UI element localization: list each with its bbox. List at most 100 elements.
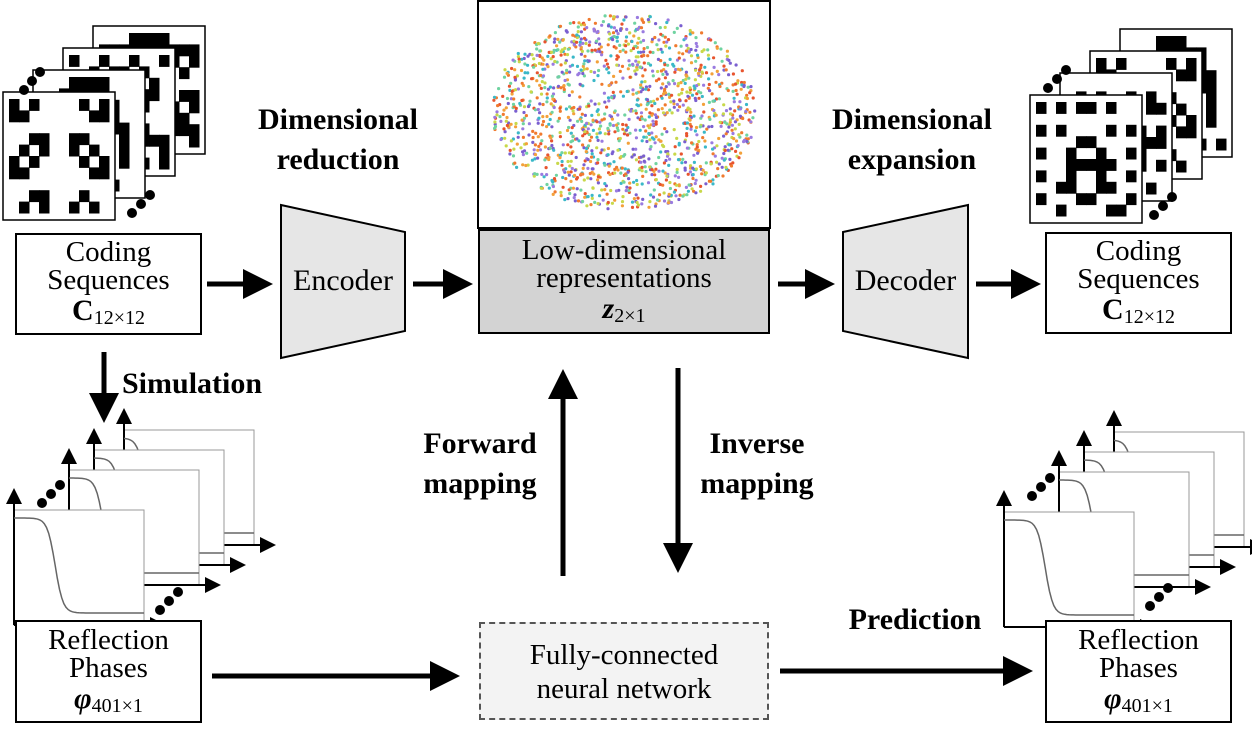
scatter-point	[606, 200, 610, 205]
scatter-point	[660, 50, 664, 54]
scatter-point	[672, 105, 676, 109]
scatter-point	[561, 175, 565, 180]
ellipsis-dot-icon	[1163, 583, 1173, 593]
phase-curve-panel	[996, 490, 1156, 635]
scatter-point	[496, 104, 500, 108]
scatter-point	[536, 135, 540, 139]
scatter-point	[636, 27, 640, 31]
scatter-point	[596, 202, 600, 206]
scatter-point	[646, 181, 651, 185]
scatter-point	[696, 71, 701, 76]
scatter-point	[707, 57, 711, 61]
scatter-point	[647, 157, 651, 161]
scatter-point	[538, 148, 543, 152]
scatter-point	[639, 160, 643, 164]
scatter-point	[730, 128, 734, 132]
scatter-point	[545, 92, 549, 96]
scatter-point	[553, 190, 557, 194]
scatter-point	[580, 112, 584, 116]
scatter-point	[565, 30, 569, 34]
scatter-point	[516, 51, 520, 56]
scatter-point	[695, 44, 699, 49]
scatter-point	[608, 14, 613, 18]
scatter-point	[539, 186, 543, 190]
fully-connected-network-box: Fully-connected neural network	[479, 622, 769, 720]
scatter-point	[644, 135, 649, 139]
scatter-point	[549, 136, 553, 140]
scatter-point	[667, 192, 671, 196]
scatter-point	[611, 90, 615, 94]
scatter-point	[522, 56, 526, 61]
scatter-point	[721, 112, 726, 116]
scatter-point	[551, 184, 556, 189]
scatter-point	[732, 137, 736, 141]
scatter-point	[684, 70, 689, 74]
scatter-point	[592, 70, 597, 74]
scatter-point	[635, 98, 640, 102]
scatter-point	[561, 143, 565, 147]
scatter-point	[662, 199, 667, 203]
scatter-point	[508, 152, 512, 156]
scatter-point	[612, 160, 616, 164]
scatter-point	[668, 180, 672, 185]
scatter-point	[513, 68, 517, 72]
scatter-point	[707, 125, 711, 129]
scatter-point	[643, 80, 647, 84]
scatter-point	[642, 53, 646, 58]
scatter-point	[634, 128, 638, 132]
scatter-point	[546, 65, 550, 69]
scatter-point	[552, 105, 556, 110]
scatter-point	[513, 75, 517, 79]
scatter-point	[598, 50, 602, 54]
scatter-point	[677, 56, 681, 60]
scatter-point	[627, 59, 631, 63]
scatter-point	[626, 67, 630, 71]
scatter-point	[571, 33, 575, 37]
scatter-point	[589, 177, 593, 181]
scatter-point	[509, 139, 513, 143]
scatter-point	[513, 161, 517, 165]
scatter-point	[684, 99, 688, 103]
scatter-point	[582, 178, 586, 182]
scatter-point	[708, 117, 712, 121]
scatter-point	[665, 40, 669, 44]
scatter-point	[518, 101, 522, 106]
scatter-point	[618, 69, 622, 73]
scatter-point	[612, 34, 616, 39]
scatter-point	[751, 116, 755, 120]
scatter-point	[591, 167, 595, 171]
scatter-point	[595, 146, 599, 150]
scatter-point	[628, 186, 632, 190]
scatter-point	[710, 92, 714, 96]
scatter-point	[622, 132, 627, 136]
scatter-point	[689, 110, 693, 114]
scatter-point	[612, 26, 617, 30]
scatter-point	[509, 122, 513, 126]
scatter-point	[623, 113, 627, 117]
scatter-point	[583, 130, 587, 134]
scatter-point	[683, 81, 687, 85]
scatter-point	[700, 94, 704, 99]
scatter-point	[560, 151, 564, 155]
ellipsis-dot-icon	[1036, 482, 1046, 492]
scatter-point	[558, 109, 562, 113]
scatter-point	[646, 88, 651, 92]
scatter-point	[523, 52, 527, 56]
scatter-point	[634, 147, 638, 151]
scatter-point	[616, 168, 620, 172]
scatter-point	[693, 181, 697, 186]
scatter-point	[612, 74, 616, 78]
scatter-point	[603, 14, 607, 18]
scatter-point	[737, 122, 741, 126]
scatter-point	[709, 179, 713, 183]
scatter-point	[678, 193, 682, 197]
scatter-point	[576, 73, 580, 77]
scatter-point	[520, 118, 524, 122]
scatter-point	[581, 41, 585, 46]
scatter-point	[596, 181, 601, 185]
scatter-point	[588, 139, 592, 143]
scatter-point	[563, 198, 567, 202]
scatter-point	[590, 149, 594, 153]
scatter-point	[697, 90, 701, 94]
scatter-point	[606, 96, 611, 100]
